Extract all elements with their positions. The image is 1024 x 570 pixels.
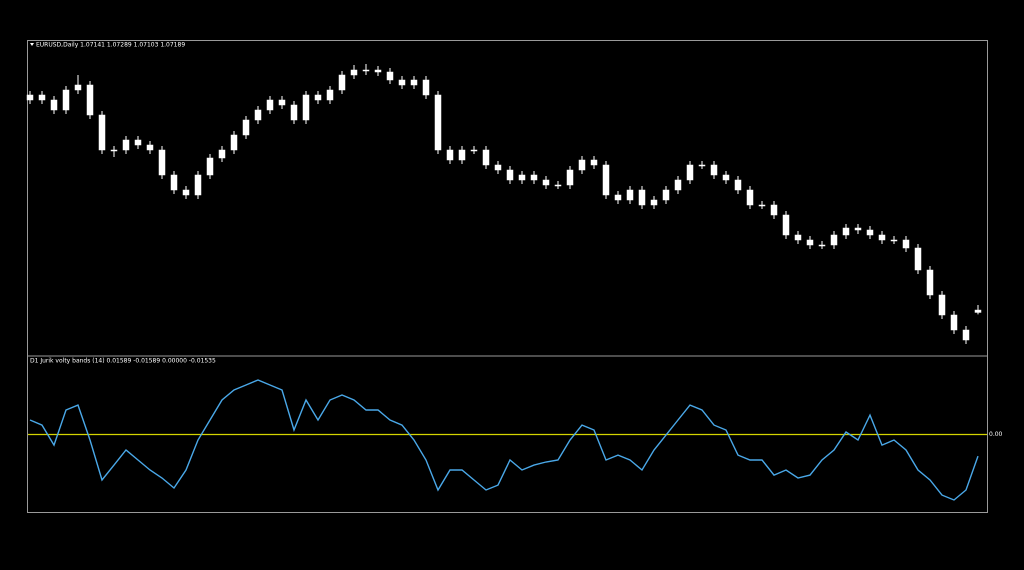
candle-body — [686, 164, 694, 181]
candle-body — [266, 99, 274, 111]
candle-body — [302, 94, 310, 121]
candle-body — [194, 174, 202, 196]
candle-body — [446, 149, 454, 161]
candle-body — [110, 149, 118, 152]
indicator-pane-title: D1 Jurik volty bands (14) 0.01589 -0.015… — [30, 358, 216, 365]
candle-body — [842, 227, 850, 236]
candle-body — [182, 189, 190, 196]
candle-body — [470, 149, 478, 152]
candle-body — [398, 79, 406, 86]
candle-body — [158, 149, 166, 176]
price-pane-title: EURUSD,Daily 1.07141 1.07289 1.07103 1.0… — [36, 42, 185, 49]
candle-body — [854, 227, 862, 231]
candle-body — [122, 139, 130, 151]
candle-body — [506, 169, 514, 181]
candle-body — [710, 164, 718, 176]
candle-body — [314, 94, 322, 101]
symbol-icon — [30, 43, 34, 46]
candle-body — [350, 69, 358, 76]
candle-body — [794, 234, 802, 241]
candle-body — [926, 269, 934, 296]
candle-body — [662, 189, 670, 201]
candle-body — [242, 119, 250, 136]
candle-body — [434, 94, 442, 151]
candle-body — [866, 229, 874, 236]
candle-body — [362, 69, 370, 72]
candle-body — [602, 164, 610, 196]
indicator-line — [29, 379, 979, 501]
candle-body — [950, 314, 958, 331]
candle-body — [338, 74, 346, 91]
candle-body — [650, 199, 658, 206]
candle-body — [230, 134, 238, 151]
candle-body — [878, 234, 886, 241]
candle-body — [698, 164, 706, 167]
candle-body — [626, 189, 634, 201]
candle-body — [206, 157, 214, 176]
candle-body — [902, 239, 910, 249]
candle-body — [590, 159, 598, 166]
candle-body — [566, 169, 574, 186]
candle-body — [962, 329, 970, 341]
candle-body — [410, 79, 418, 86]
candle-body — [50, 99, 58, 111]
candle-body — [26, 94, 34, 101]
candle-body — [530, 174, 538, 181]
candle-body — [734, 179, 742, 191]
candle-body — [278, 99, 286, 106]
candle-body — [482, 149, 490, 166]
candle-body — [674, 179, 682, 191]
candle-body — [134, 139, 142, 146]
candle-body — [542, 179, 550, 186]
candle-body — [146, 144, 154, 151]
candle-body — [578, 159, 586, 171]
candle-body — [38, 94, 46, 101]
candle-body — [758, 204, 766, 207]
indicator-pane: 0.00 — [28, 379, 1003, 501]
candle-body — [290, 104, 298, 121]
candle-body — [374, 69, 382, 73]
candle-body — [62, 89, 70, 111]
candle-body — [974, 309, 982, 313]
candle-body — [614, 194, 622, 201]
candle-body — [914, 247, 922, 271]
candle-body — [890, 239, 898, 242]
chart-frame — [27, 40, 988, 513]
candle-body — [818, 244, 826, 247]
candle-body — [782, 214, 790, 236]
candle-body — [770, 204, 778, 216]
candle-body — [326, 89, 334, 101]
candle-body — [74, 84, 82, 91]
candle-body — [422, 79, 430, 96]
candle-body — [170, 174, 178, 191]
y-tick-label: 0.00 — [989, 431, 1003, 438]
candle-body — [938, 294, 946, 316]
candle-body — [494, 164, 502, 171]
candle-body — [86, 84, 94, 116]
candle-body — [386, 71, 394, 81]
candle-body — [554, 184, 562, 187]
price-pane — [26, 64, 982, 344]
candle-body — [218, 149, 226, 159]
candle-body — [518, 174, 526, 181]
candle-body — [638, 189, 646, 206]
candle-body — [254, 109, 262, 121]
candle-body — [746, 189, 754, 206]
candle-body — [806, 239, 814, 246]
candle-body — [830, 234, 838, 246]
candle-body — [458, 149, 466, 161]
candle-body — [722, 174, 730, 181]
candle-body — [98, 114, 106, 151]
